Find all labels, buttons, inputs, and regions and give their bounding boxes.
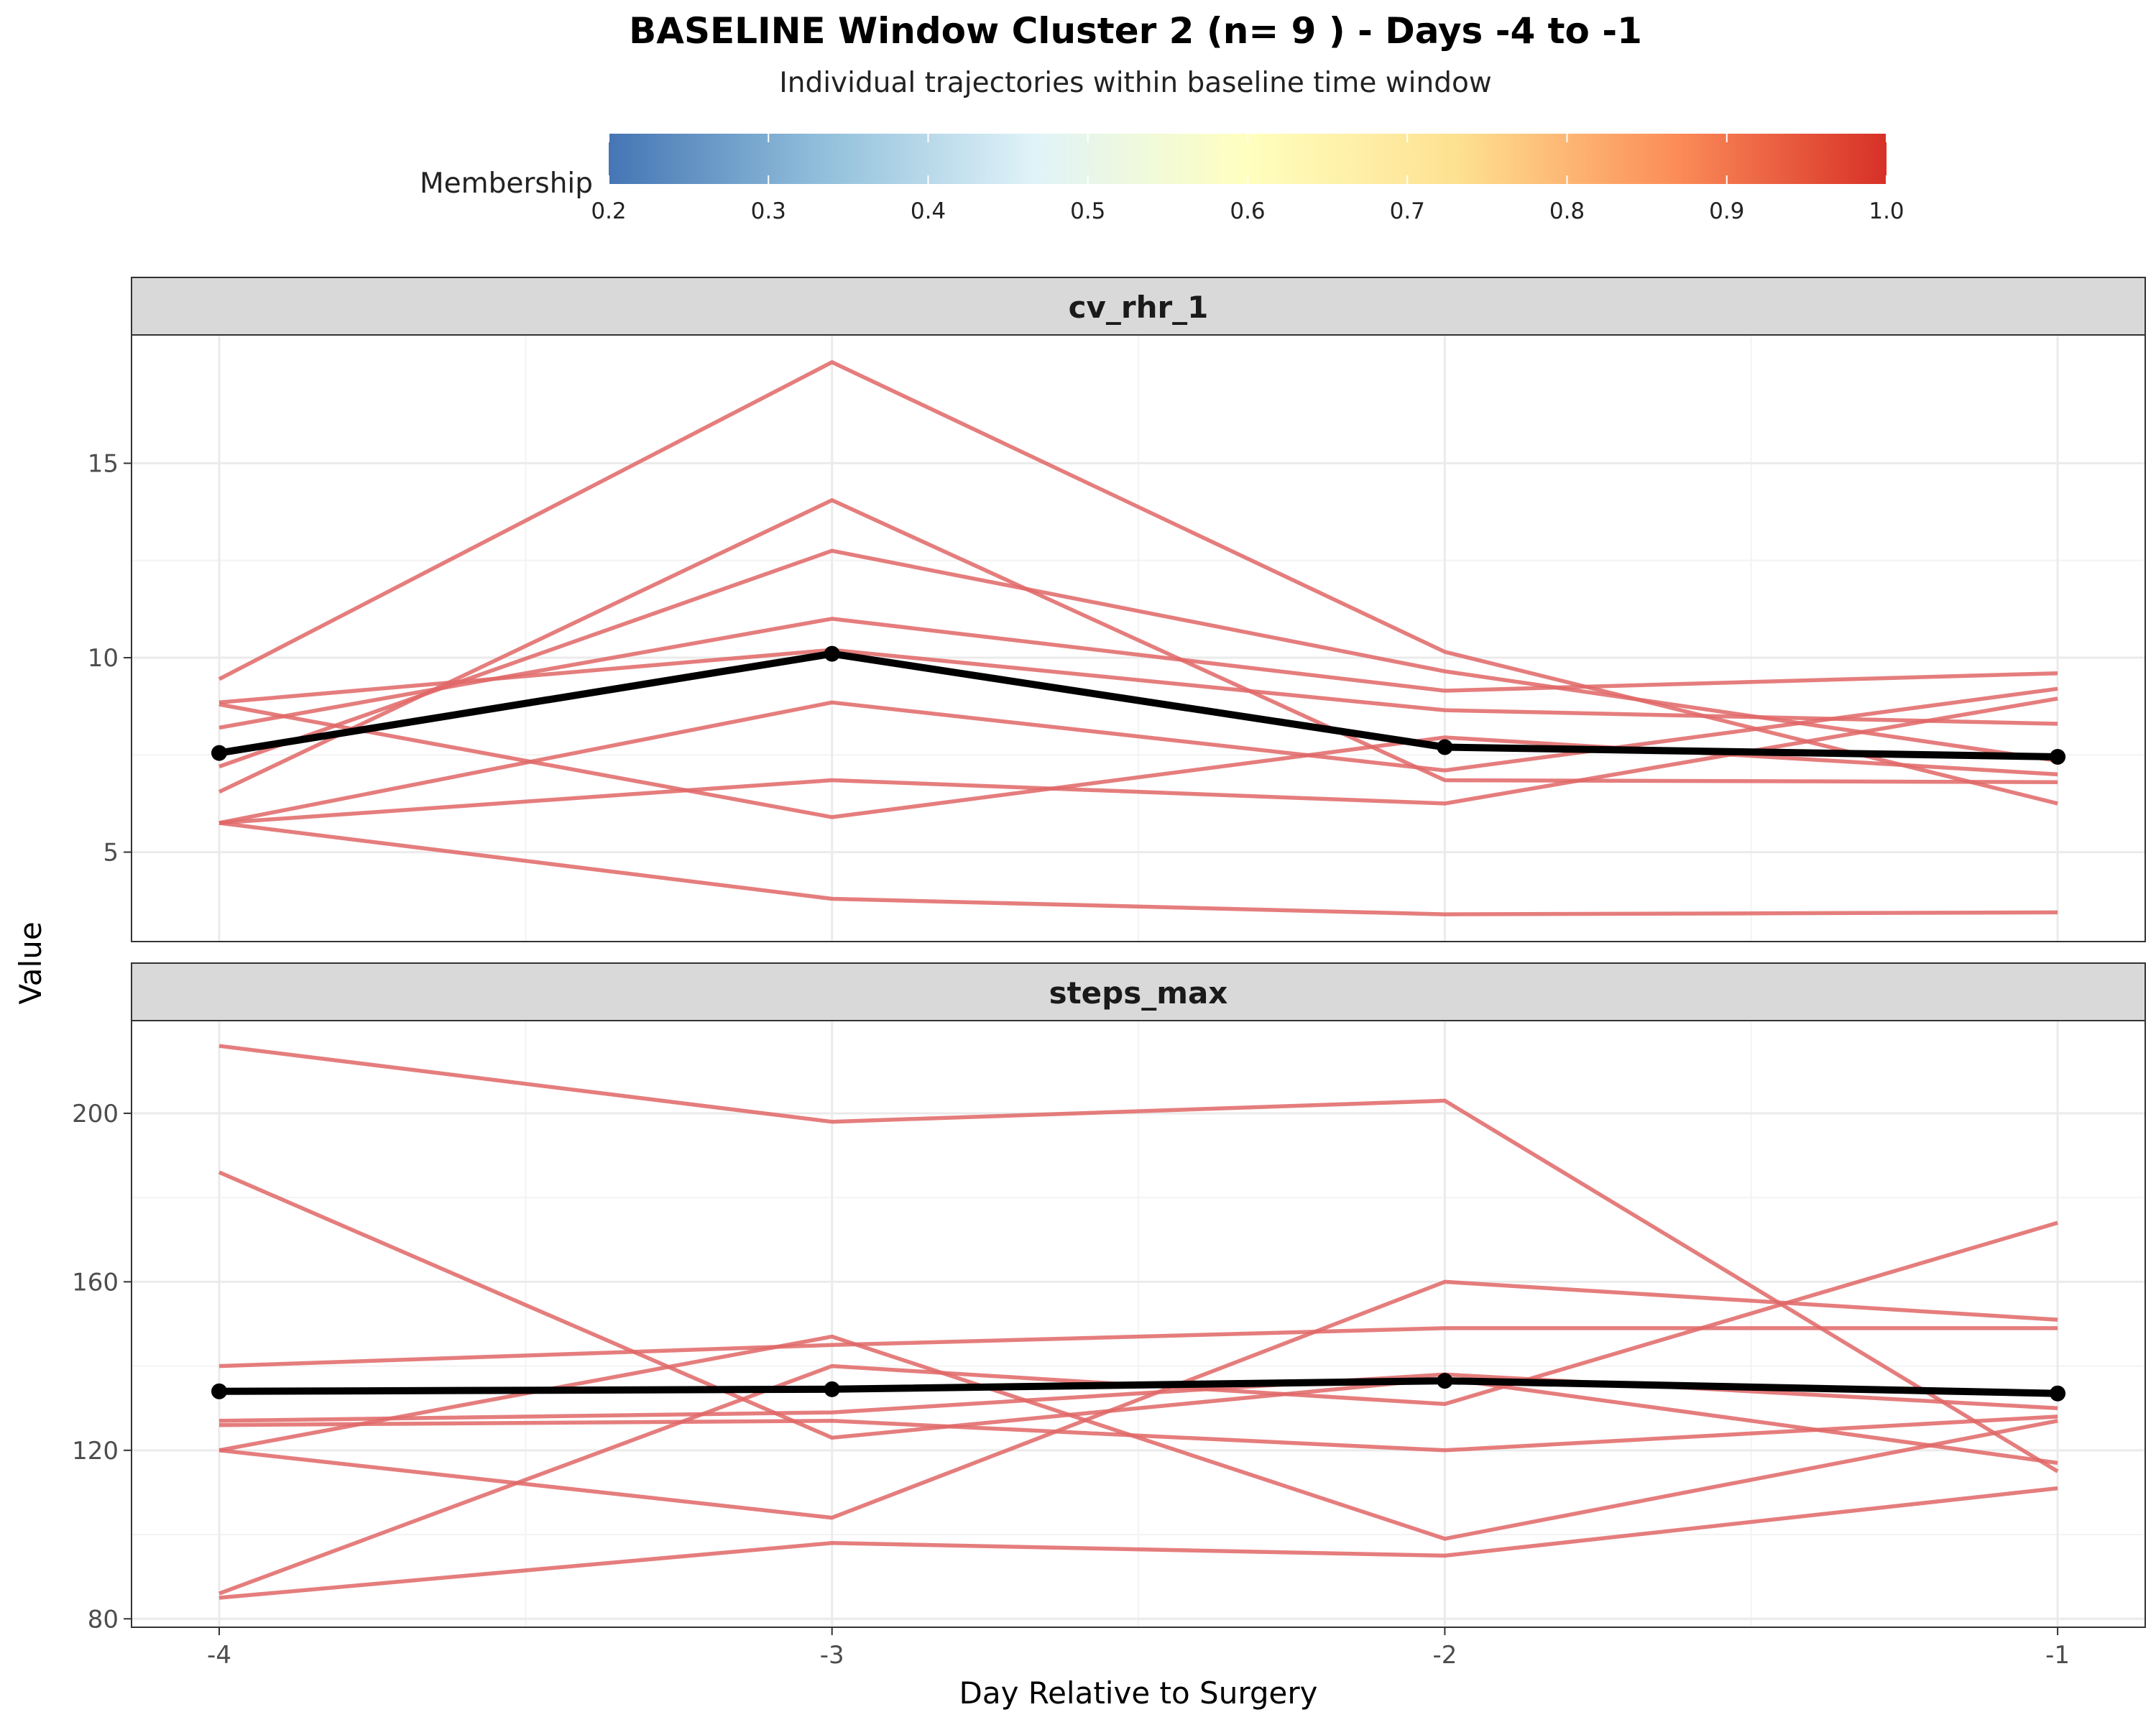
x-axis-ticks: -4 -3 -2 -1 — [207, 1627, 2070, 1670]
trajectory-line — [218, 1486, 2058, 1600]
y-axis-label: Value — [13, 921, 48, 1004]
mean-point — [824, 1381, 840, 1397]
trajectory-line — [218, 686, 2058, 825]
mean-point — [211, 1383, 227, 1399]
x-tick-label: -2 — [1432, 1641, 1457, 1670]
trajectory-line — [218, 1326, 2058, 1368]
colorbar-tick-label: 1.0 — [1869, 198, 1904, 224]
strip-background — [131, 962, 2146, 1021]
colorbar-tick-label: 0.4 — [911, 198, 946, 224]
membership-legend: Membership 0.2 0.3 0.4 0.5 0.6 0.7 0.8 0.9 1.0 — [420, 134, 1904, 224]
mean-trajectory — [211, 1373, 2066, 1402]
mean-point — [2050, 1385, 2066, 1402]
y-tick-label: 5 — [103, 839, 119, 868]
panel-cv-rhr-1: cv_rhr_1 5 10 15 — [88, 277, 2146, 942]
colorbar-tick-label: 0.9 — [1709, 198, 1744, 224]
colorbar-tick-label: 0.7 — [1390, 198, 1425, 224]
trajectory-line — [218, 1044, 2059, 1473]
trajectory-lines — [218, 360, 2058, 916]
mean-line — [218, 650, 2058, 760]
strip-label: cv_rhr_1 — [1069, 290, 1209, 325]
trajectory-line — [218, 821, 2058, 916]
y-tick-label: 120 — [72, 1437, 119, 1466]
trajectory-lines — [218, 1044, 2059, 1600]
trajectory-line — [218, 1279, 2058, 1520]
trajectory-line — [218, 1170, 2058, 1466]
x-axis-label: Day Relative to Surgery — [959, 1675, 1318, 1711]
trajectory-line — [218, 1414, 2058, 1453]
legend-title: Membership — [420, 167, 593, 200]
x-tick-label: -3 — [820, 1641, 844, 1670]
trajectory-line — [218, 648, 2058, 726]
grid-lines — [132, 1021, 2145, 1627]
mean-point — [1437, 739, 1453, 755]
y-axis-ticks: 5 10 15 — [88, 450, 132, 868]
panel-steps-max: steps_max 80 120 160 200 -4 -3 -2 -1 — [72, 962, 2146, 1670]
x-tick-label: -4 — [207, 1641, 231, 1670]
y-tick-label: 200 — [72, 1100, 119, 1128]
trajectory-line — [218, 1372, 2058, 1423]
colorbar-ticks: 0.2 0.3 0.4 0.5 0.6 0.7 0.8 0.9 1.0 — [591, 134, 1904, 224]
mean-trajectory — [211, 645, 2066, 765]
mean-point — [1437, 1373, 1453, 1389]
colorbar-tick-label: 0.8 — [1549, 198, 1585, 224]
chart-title: BASELINE Window Cluster 2 (n= 9 ) - Days… — [629, 10, 1642, 52]
mean-point — [824, 645, 840, 662]
colorbar-tick-label: 0.5 — [1070, 198, 1105, 224]
y-tick-label: 160 — [72, 1268, 119, 1297]
y-axis-ticks: 80 120 160 200 — [72, 1100, 132, 1634]
strip-background — [131, 277, 2146, 336]
x-tick-label: -1 — [2045, 1641, 2070, 1670]
colorbar-tick-label: 0.2 — [591, 198, 626, 224]
y-tick-label: 80 — [88, 1605, 119, 1634]
trajectory-line — [218, 617, 2058, 730]
colorbar-tick-label: 0.6 — [1230, 198, 1265, 224]
y-tick-label: 10 — [88, 644, 119, 673]
trajectory-line — [218, 498, 2058, 794]
chart-subtitle: Individual trajectories within baseline … — [779, 67, 1491, 99]
strip-label: steps_max — [1049, 975, 1228, 1011]
mean-point — [211, 745, 227, 761]
y-tick-label: 15 — [88, 450, 119, 479]
mean-line — [218, 1377, 2058, 1397]
colorbar-tick-label: 0.3 — [751, 198, 786, 224]
mean-point — [2050, 749, 2066, 765]
